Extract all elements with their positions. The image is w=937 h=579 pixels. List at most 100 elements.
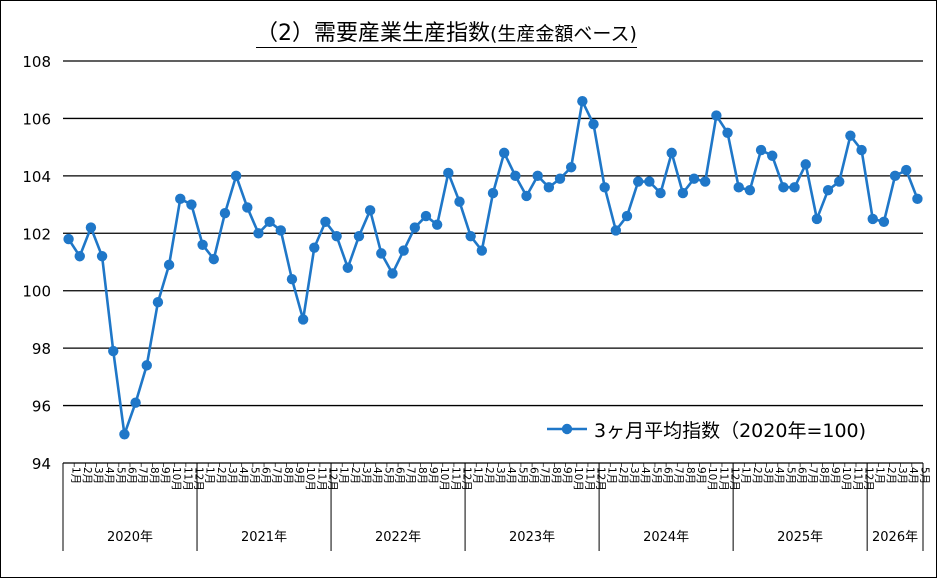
x-month-label: 8月: [148, 467, 160, 484]
x-month-label: 10月: [304, 467, 316, 491]
x-month-label: 9月: [293, 467, 305, 484]
x-month-label: 1月: [204, 467, 216, 484]
data-point: [822, 185, 834, 196]
data-point: [152, 297, 164, 308]
legend-marker: [561, 423, 573, 435]
data-point: [398, 245, 409, 256]
x-month-label: 4月: [907, 467, 919, 484]
data-point: [811, 213, 823, 225]
x-month-label: 2月: [617, 467, 629, 484]
data-point: [130, 397, 141, 408]
x-month-label: 10月: [572, 467, 584, 491]
x-month-label: 3月: [226, 467, 238, 484]
x-month-label: 7月: [137, 467, 149, 484]
x-month-label: 6月: [259, 467, 271, 484]
data-point: [532, 170, 543, 182]
data-point: [577, 96, 588, 107]
data-point: [867, 213, 878, 225]
x-month-label: 5月: [650, 467, 662, 484]
data-point: [644, 176, 655, 187]
data-point: [744, 185, 756, 196]
data-point: [420, 210, 432, 222]
y-tick-label: 106: [22, 110, 51, 128]
data-point: [74, 251, 85, 262]
data-point: [599, 182, 610, 193]
data-point: [688, 173, 700, 184]
series-line: [63, 96, 923, 440]
data-point: [610, 225, 622, 236]
data-point: [119, 429, 130, 440]
data-point: [253, 228, 264, 239]
data-point: [342, 262, 354, 273]
data-point: [845, 130, 856, 141]
x-month-label: 11月: [717, 467, 729, 491]
data-point: [85, 222, 97, 233]
data-point: [208, 253, 219, 265]
x-month-label: 4月: [371, 467, 383, 484]
data-point: [186, 199, 197, 210]
x-month-label: 1月: [606, 467, 618, 484]
data-point: [387, 268, 398, 279]
x-month-label: 7月: [405, 467, 417, 484]
x-month-label: 1月: [874, 467, 886, 484]
y-tick-label: 104: [22, 168, 51, 186]
data-point: [834, 176, 845, 187]
data-point: [755, 144, 767, 156]
x-month-label: 7月: [271, 467, 283, 484]
x-year-label: 2026年: [872, 530, 918, 545]
data-point: [856, 144, 867, 156]
data-point: [487, 187, 499, 199]
x-month-label: 11月: [449, 467, 461, 491]
x-month-label: 12月: [460, 467, 472, 491]
x-month-label: 10月: [438, 467, 450, 491]
x-month-label: 2月: [215, 467, 227, 484]
data-point: [677, 187, 689, 199]
x-month-label: 12月: [863, 467, 875, 491]
data-point: [655, 187, 666, 199]
x-month-label: 9月: [159, 467, 171, 484]
x-month-label: 3月: [762, 467, 774, 484]
x-month-label: 1月: [70, 467, 82, 484]
data-point: [476, 245, 488, 256]
data-point: [309, 242, 320, 253]
data-point: [331, 230, 342, 242]
y-tick-label: 96: [32, 398, 51, 416]
x-month-label: 5月: [114, 467, 126, 484]
x-month-label: 8月: [550, 467, 562, 484]
x-year-label: 2021年: [241, 530, 287, 545]
data-point: [666, 147, 677, 159]
data-point: [353, 230, 365, 242]
data-point: [800, 159, 811, 170]
x-month-label: 4月: [103, 467, 115, 484]
data-point: [219, 207, 231, 219]
x-month-label: 6月: [125, 467, 137, 484]
x-month-label: 10月: [170, 467, 182, 491]
x-month-label: 7月: [539, 467, 551, 484]
x-month-label: 11月: [315, 467, 327, 491]
data-point: [554, 173, 566, 184]
x-month-label: 2月: [81, 467, 93, 484]
y-tick-label: 94: [32, 455, 51, 473]
x-month-label: 9月: [427, 467, 439, 484]
data-point: [108, 345, 119, 357]
x-month-label: 11月: [583, 467, 595, 491]
x-month-label: 7月: [807, 467, 819, 484]
x-month-label: 7月: [673, 467, 685, 484]
x-month-label: 6月: [393, 467, 405, 484]
x-month-label: 9月: [561, 467, 573, 484]
x-year-label: 2023年: [509, 530, 555, 545]
x-axis: 1月 2月 3月 4月 5月 6月 7月 8月 9月 10月 11月 12月 1月 2月 3月 4月 5月 6月 7…: [62, 463, 930, 551]
series-line-path: [67, 99, 919, 436]
x-month-label: 5月: [248, 467, 260, 484]
y-tick-label: 100: [22, 283, 51, 301]
x-month-label: 3月: [92, 467, 104, 484]
data-point: [230, 170, 242, 182]
grid-lines: [63, 60, 923, 464]
x-month-label: 2月: [483, 467, 495, 484]
x-month-label: 5月: [516, 467, 528, 484]
data-point: [163, 259, 175, 271]
x-month-label: 3月: [628, 467, 640, 484]
data-point: [443, 167, 454, 179]
